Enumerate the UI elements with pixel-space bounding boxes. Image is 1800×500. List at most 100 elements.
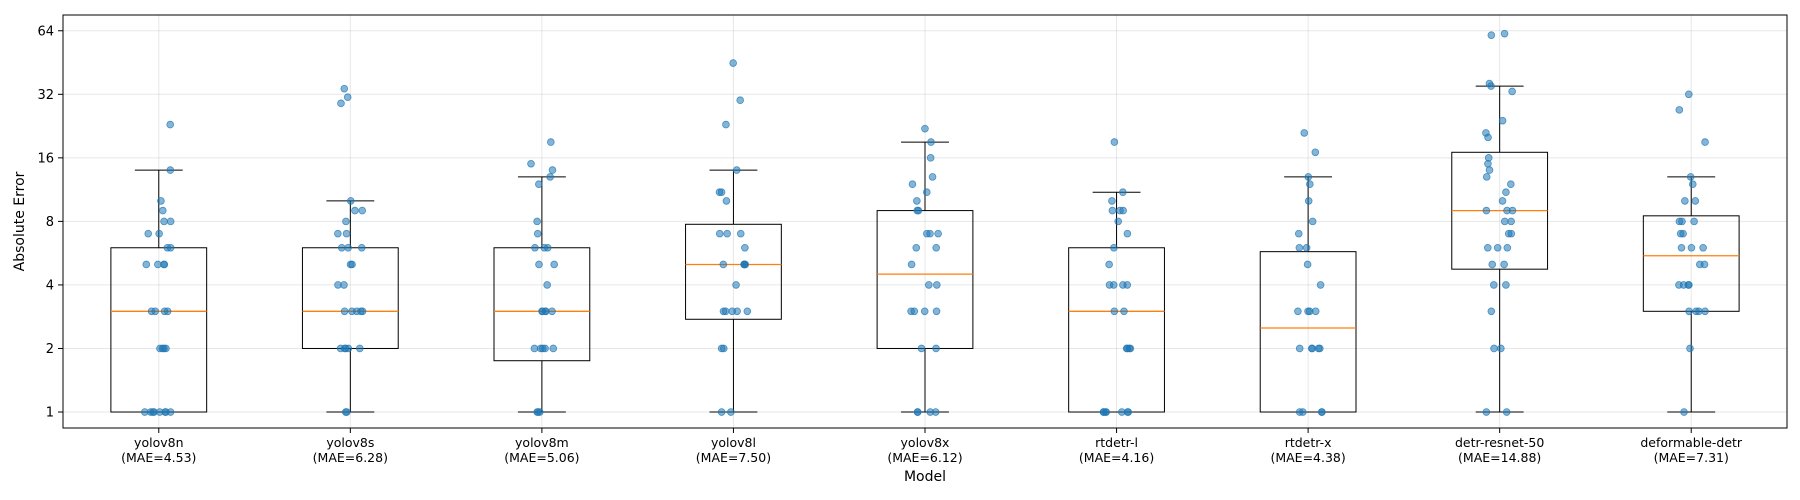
data-point (932, 243, 941, 252)
iqr-box (685, 223, 782, 320)
data-point (351, 206, 359, 215)
data-point (1482, 408, 1491, 416)
data-point (535, 180, 543, 189)
data-point (1483, 243, 1492, 252)
data-point (1688, 180, 1697, 189)
data-point (166, 166, 175, 174)
data-point (1500, 29, 1509, 38)
data-point (907, 260, 916, 269)
data-point (1120, 307, 1128, 316)
x-tick-mae-label: (MAE=7.50) (696, 450, 771, 465)
data-point (337, 243, 346, 252)
data-point (907, 307, 915, 316)
data-point (926, 229, 934, 238)
data-point (1681, 197, 1689, 205)
data-point (1108, 206, 1117, 215)
data-point (1502, 408, 1511, 416)
y-tick-label: 1 (46, 406, 54, 421)
data-point (723, 229, 731, 238)
data-point (1304, 173, 1313, 181)
data-point (1300, 129, 1309, 137)
data-point (1308, 217, 1317, 226)
data-point (160, 307, 169, 316)
data-point (346, 260, 355, 269)
data-point (913, 206, 922, 215)
data-point (1488, 260, 1497, 269)
data-point (1125, 344, 1134, 353)
data-point (1119, 206, 1127, 215)
data-point (925, 281, 933, 289)
data-point (913, 197, 921, 205)
x-tick-mae-label: (MAE=4.38) (1270, 450, 1345, 465)
y-tick-label: 16 (37, 151, 54, 166)
data-point (547, 138, 555, 146)
data-point (1123, 229, 1132, 238)
data-point (736, 229, 745, 238)
data-point (719, 307, 728, 316)
data-point (1679, 281, 1688, 289)
data-point (527, 159, 535, 168)
data-point (717, 408, 726, 416)
data-point (157, 197, 165, 205)
plot-area (110, 29, 1740, 416)
data-point (1490, 344, 1498, 353)
data-point (912, 243, 921, 252)
data-point (1485, 79, 1494, 88)
data-point (1109, 281, 1118, 289)
data-point (346, 197, 355, 205)
x-tick-mae-label: (MAE=6.12) (887, 450, 962, 465)
data-point (1508, 87, 1516, 96)
data-point (1487, 31, 1496, 39)
data-point (549, 344, 558, 353)
data-point (1685, 307, 1693, 316)
data-point (530, 344, 539, 353)
data-point (1303, 260, 1312, 269)
data-point (548, 166, 557, 174)
data-point (337, 99, 345, 108)
data-point (1503, 243, 1512, 252)
data-point (1110, 307, 1119, 316)
data-point (357, 307, 365, 316)
data-point (1500, 217, 1509, 226)
data-point (342, 217, 350, 226)
data-point (934, 229, 942, 238)
x-tick-mae-label: (MAE=4.53) (121, 450, 196, 465)
data-point (344, 243, 352, 252)
data-point (344, 344, 353, 353)
data-point (151, 307, 160, 316)
data-point (1701, 138, 1709, 146)
box-group-rtdetr-l (1068, 138, 1165, 416)
data-point (550, 260, 558, 269)
data-point (1316, 281, 1325, 289)
data-point (533, 217, 541, 226)
x-tick-label: yolov8m (515, 435, 569, 450)
data-point (715, 229, 724, 238)
data-point (1493, 243, 1502, 252)
data-point (1119, 188, 1127, 196)
data-point (1110, 243, 1118, 252)
x-tick-label: yolov8l (711, 435, 756, 450)
x-tick-label: yolov8x (901, 435, 950, 450)
data-point (540, 243, 549, 252)
data-point (158, 344, 167, 353)
data-point (927, 138, 935, 146)
x-tick-label: detr-resnet-50 (1455, 435, 1544, 450)
data-point (741, 243, 749, 252)
data-point (736, 96, 744, 105)
box-group-rtdetr-x (1259, 129, 1357, 416)
data-point (340, 281, 348, 289)
data-point (1294, 307, 1302, 316)
data-point (533, 408, 542, 416)
data-point (923, 188, 931, 196)
data-point (533, 229, 542, 238)
data-point (166, 120, 175, 129)
data-point (717, 344, 726, 353)
box-group-deformable-detr (1642, 90, 1740, 416)
data-point (154, 260, 162, 269)
data-point (341, 408, 350, 416)
data-point (1316, 344, 1324, 353)
data-point (342, 229, 351, 238)
y-tick-label: 8 (46, 215, 54, 230)
iqr-box (1259, 251, 1357, 413)
data-point (1695, 307, 1703, 316)
